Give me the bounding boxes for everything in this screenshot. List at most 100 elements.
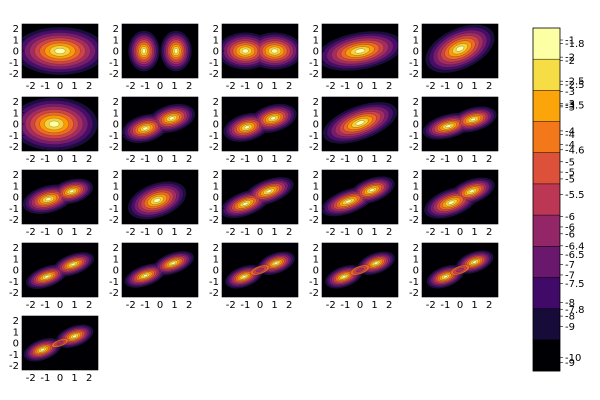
- y-tick-label: 1: [413, 108, 419, 119]
- y-tick-label: 0: [313, 266, 319, 277]
- x-tick-label: 1: [71, 227, 77, 238]
- y-tick-label: 2: [113, 24, 119, 35]
- contour-fill: [22, 316, 98, 370]
- x-tick-label: 0: [57, 154, 63, 165]
- y-tick-label: -2: [409, 142, 419, 153]
- contour-fill: [422, 243, 498, 297]
- x-tick-label: -2: [426, 81, 436, 92]
- colorbar-tick-label: -4: [565, 126, 575, 137]
- y-tick-label: -2: [209, 288, 219, 299]
- x-tick-label: -2: [126, 227, 136, 238]
- x-tick-label: 0: [257, 300, 263, 311]
- y-tick-label: 2: [313, 170, 319, 181]
- x-tick-label: -1: [440, 300, 450, 311]
- x-tick-label: 2: [186, 300, 192, 311]
- x-tick-label: -1: [440, 81, 450, 92]
- contour-level-9-blob-1: [40, 348, 45, 352]
- x-tick-label: 0: [157, 81, 163, 92]
- y-tick-label: -1: [409, 131, 419, 142]
- x-tick-label: 0: [457, 300, 463, 311]
- contour-level-9-blob-1: [445, 124, 452, 128]
- y-tick-label: 2: [13, 316, 19, 327]
- y-tick-label: -2: [209, 69, 219, 80]
- colorbar-tick-label: -7: [565, 270, 575, 281]
- contour-level-9-blob-1: [455, 45, 465, 52]
- y-tick-label: 1: [313, 35, 319, 46]
- x-tick-label: 0: [357, 227, 363, 238]
- colorbar-tick-label: -8: [565, 298, 575, 309]
- colorbar-tick-label: -7.8: [565, 305, 585, 316]
- contour-level-9-blob-1: [141, 48, 146, 54]
- x-tick-label: -2: [26, 300, 36, 311]
- contour-level-9-blob-1: [243, 125, 250, 130]
- x-tick-label: 0: [357, 154, 363, 165]
- contour-fill: [122, 24, 198, 78]
- y-tick-label: -2: [409, 69, 419, 80]
- x-tick-label: -2: [226, 227, 236, 238]
- y-tick-label: 0: [413, 193, 419, 204]
- y-tick-label: -2: [409, 215, 419, 226]
- x-tick-label: 0: [157, 300, 163, 311]
- contour-dip-3: [255, 267, 265, 273]
- contour-dip-3: [355, 267, 365, 273]
- x-tick-label: 2: [286, 300, 292, 311]
- x-tick-label: 1: [371, 300, 377, 311]
- y-tick-label: 2: [13, 170, 19, 181]
- contour-fill: [422, 97, 498, 151]
- y-tick-label: -1: [409, 204, 419, 215]
- y-tick-label: 0: [213, 266, 219, 277]
- y-tick-label: 1: [13, 327, 19, 338]
- y-tick-label: 1: [13, 108, 19, 119]
- y-tick-label: 0: [413, 120, 419, 131]
- x-tick-label: 2: [386, 227, 392, 238]
- x-tick-label: 0: [357, 81, 363, 92]
- x-tick-label: 2: [186, 227, 192, 238]
- y-tick-label: 0: [413, 47, 419, 58]
- x-tick-label: 0: [457, 227, 463, 238]
- y-tick-label: 2: [413, 97, 419, 108]
- y-tick-label: 2: [13, 24, 19, 35]
- colorbar-band-11: [533, 339, 560, 372]
- y-tick-label: -1: [9, 277, 19, 288]
- contour-level-9-blob-2: [69, 189, 75, 194]
- colorbar-tick-label: -1.8: [565, 39, 585, 50]
- y-tick-label: -2: [309, 288, 319, 299]
- colorbar-tick-label: -6: [565, 229, 575, 240]
- y-tick-label: -2: [9, 361, 19, 372]
- y-tick-label: -1: [309, 131, 319, 142]
- y-tick-label: 1: [313, 108, 319, 119]
- y-tick-label: -1: [9, 131, 19, 142]
- y-tick-label: 2: [213, 97, 219, 108]
- contour-level-9-blob-1: [241, 275, 247, 279]
- y-tick-label: 1: [213, 35, 219, 46]
- x-tick-label: 2: [286, 81, 292, 92]
- y-tick-label: 1: [113, 35, 119, 46]
- contour-fill: [322, 97, 398, 151]
- y-tick-label: 2: [413, 243, 419, 254]
- x-tick-label: -1: [340, 154, 350, 165]
- x-tick-label: 1: [71, 154, 77, 165]
- y-tick-label: -1: [209, 58, 219, 69]
- x-tick-label: 1: [171, 81, 177, 92]
- x-tick-label: 0: [257, 227, 263, 238]
- colorbar-tick-label: -8: [565, 312, 575, 323]
- y-tick-label: -2: [109, 142, 119, 153]
- y-tick-label: -2: [109, 69, 119, 80]
- y-tick-label: 0: [313, 47, 319, 58]
- y-tick-label: 1: [413, 35, 419, 46]
- contour-dip-3: [455, 267, 465, 273]
- colorbar-tick-label: -6.5: [565, 250, 585, 261]
- y-tick-label: -1: [209, 277, 219, 288]
- x-tick-label: -2: [26, 81, 36, 92]
- x-tick-label: 2: [486, 154, 492, 165]
- x-tick-label: 0: [157, 227, 163, 238]
